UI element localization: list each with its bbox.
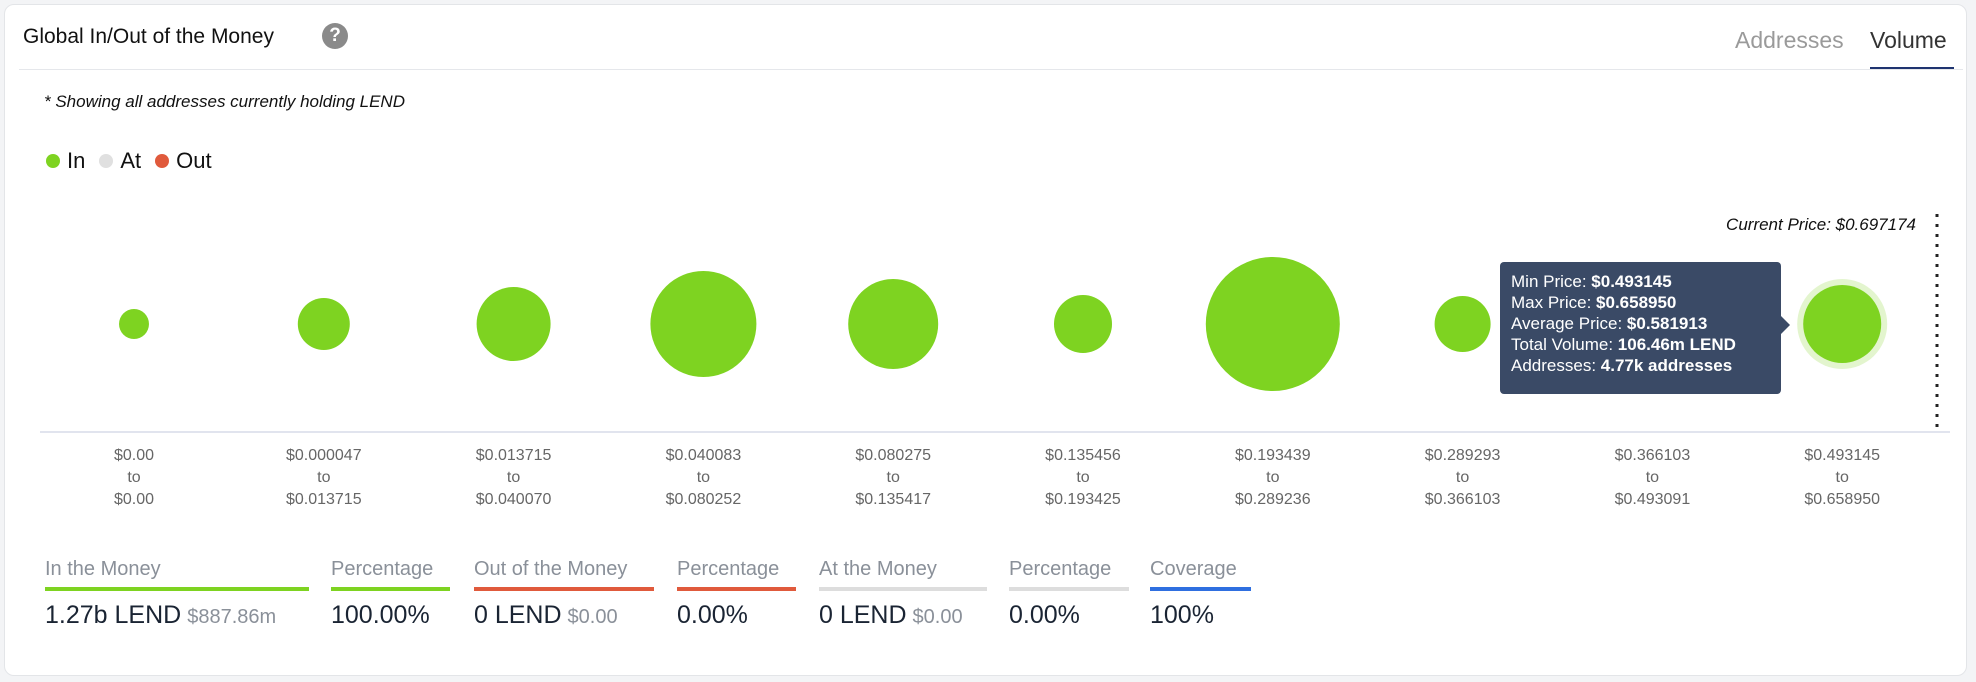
x-tick-from: $0.00 [114, 447, 154, 464]
at-dot-icon [99, 154, 114, 168]
stat-coverage: Coverage 100% [1150, 558, 1251, 630]
stat-sub-value: $0.00 [912, 606, 963, 628]
x-tick-to-word: to [1456, 469, 1469, 486]
tooltip-addresses: Addresses: 4.77k addresses [1511, 356, 1733, 375]
x-tick-to-word: to [887, 469, 900, 486]
bubble-7[interactable] [1434, 295, 1491, 353]
stat-main-value: 0 LEND [819, 601, 907, 629]
stat-header: Percentage [1009, 558, 1129, 591]
bubble-4[interactable] [848, 279, 939, 369]
card-title: Global In/Out of the Money [23, 25, 274, 48]
x-tick-from: $0.080275 [855, 447, 931, 464]
stat-percentage: Percentage 0.00% [677, 558, 796, 630]
stat-at-the-money: At the Money 0 LEND $0.00 [819, 558, 987, 630]
x-tick-to: $0.366103 [1425, 491, 1501, 508]
holding-note: * Showing all addresses currently holdin… [44, 92, 405, 111]
x-tick-to: $0.193425 [1045, 491, 1121, 508]
stat-header: Percentage [677, 558, 796, 591]
tab-volume[interactable]: Volume [1870, 27, 1947, 53]
stat-value: 0 LEND $0.00 [819, 601, 987, 630]
legend-label: Out [176, 148, 212, 173]
x-tick-to: $0.493091 [1615, 491, 1691, 508]
out-dot-icon [155, 154, 170, 168]
stat-out-of-the-money: Out of the Money 0 LEND $0.00 [474, 558, 654, 630]
bubble-9[interactable] [1803, 284, 1882, 364]
x-tick-to-word: to [1836, 469, 1849, 486]
tab-addresses[interactable]: Addresses [1735, 27, 1844, 53]
tooltip-total-volume: Total Volume: 106.46m LEND [1511, 335, 1736, 354]
stat-header: At the Money [819, 558, 987, 591]
x-tick-to-word: to [1076, 469, 1089, 486]
x-tick-to-word: to [697, 469, 710, 486]
current-price-label: Current Price: $0.697174 [1726, 215, 1916, 234]
legend-item-at[interactable]: At [99, 148, 141, 174]
bubble-tooltip: Min Price: $0.493145 Max Price: $0.65895… [1500, 262, 1790, 394]
stat-header: Percentage [331, 558, 450, 591]
x-tick-from: $0.493145 [1804, 447, 1880, 464]
stat-header: In the Money [45, 558, 309, 591]
x-tick-to: $0.013715 [286, 491, 362, 508]
x-tick-from: $0.040083 [666, 447, 742, 464]
bubble-2[interactable] [476, 287, 551, 361]
stat-main-value: 1.27b LEND [45, 601, 182, 629]
stat-main-value: 0 LEND [474, 601, 562, 629]
bubble-5[interactable] [1053, 294, 1113, 354]
question-circle-icon[interactable]: ? [322, 23, 348, 49]
x-tick-to: $0.00 [114, 491, 154, 508]
stat-main-value: 0.00% [1009, 601, 1080, 629]
x-tick-to: $0.080252 [666, 491, 742, 508]
stat-value: 0.00% [1009, 601, 1129, 630]
bubble-0[interactable] [119, 309, 149, 339]
stat-percentage: Percentage 100.00% [331, 558, 450, 630]
stat-value: 100% [1150, 601, 1251, 630]
header-divider [19, 69, 1963, 70]
x-tick-to: $0.658950 [1804, 491, 1880, 508]
legend-label: In [67, 148, 86, 173]
x-tick-to-word: to [1266, 469, 1279, 486]
legend-item-out[interactable]: Out [155, 148, 212, 174]
bubble-3[interactable] [650, 271, 757, 377]
x-tick-from: $0.013715 [476, 447, 552, 464]
bubble-1[interactable] [297, 298, 350, 350]
x-tick-from: $0.289293 [1425, 447, 1501, 464]
stat-value: 1.27b LEND $887.86m [45, 601, 309, 630]
x-tick-to-word: to [1646, 469, 1659, 486]
x-tick-to-word: to [507, 469, 520, 486]
x-tick-to-word: to [127, 469, 140, 486]
x-tick-from: $0.000047 [286, 447, 362, 464]
x-tick-from: $0.193439 [1235, 447, 1311, 464]
stat-main-value: 0.00% [677, 601, 748, 629]
tooltip-avg-price: Average Price: $0.581913 [1511, 314, 1708, 333]
x-tick-from: $0.135456 [1045, 447, 1121, 464]
bubble-6[interactable] [1205, 257, 1340, 391]
tooltip-max-price: Max Price: $0.658950 [1511, 293, 1677, 312]
stat-value: 0 LEND $0.00 [474, 601, 654, 630]
legend: In At Out [46, 148, 212, 174]
x-tick-to: $0.289236 [1235, 491, 1311, 508]
stat-value: 100.00% [331, 601, 450, 630]
stat-sub-value: $887.86m [187, 606, 277, 628]
stat-in-the-money: In the Money 1.27b LEND $887.86m [45, 558, 309, 630]
stat-header: Out of the Money [474, 558, 654, 591]
stat-main-value: 100.00% [331, 601, 430, 629]
stat-main-value: 100% [1150, 601, 1214, 629]
legend-item-in[interactable]: In [46, 148, 85, 174]
tooltip-min-price: Min Price: $0.493145 [1511, 272, 1672, 291]
active-tab-underline [1870, 67, 1954, 70]
stat-header: Coverage [1150, 558, 1251, 591]
stat-sub-value: $0.00 [567, 606, 618, 628]
stat-value: 0.00% [677, 601, 796, 630]
legend-label: At [120, 148, 142, 173]
stat-percentage: Percentage 0.00% [1009, 558, 1129, 630]
x-tick-to-word: to [317, 469, 330, 486]
x-tick-to: $0.135417 [855, 491, 931, 508]
in-dot-icon [46, 154, 60, 168]
x-tick-to: $0.040070 [476, 491, 552, 508]
x-tick-from: $0.366103 [1615, 447, 1691, 464]
